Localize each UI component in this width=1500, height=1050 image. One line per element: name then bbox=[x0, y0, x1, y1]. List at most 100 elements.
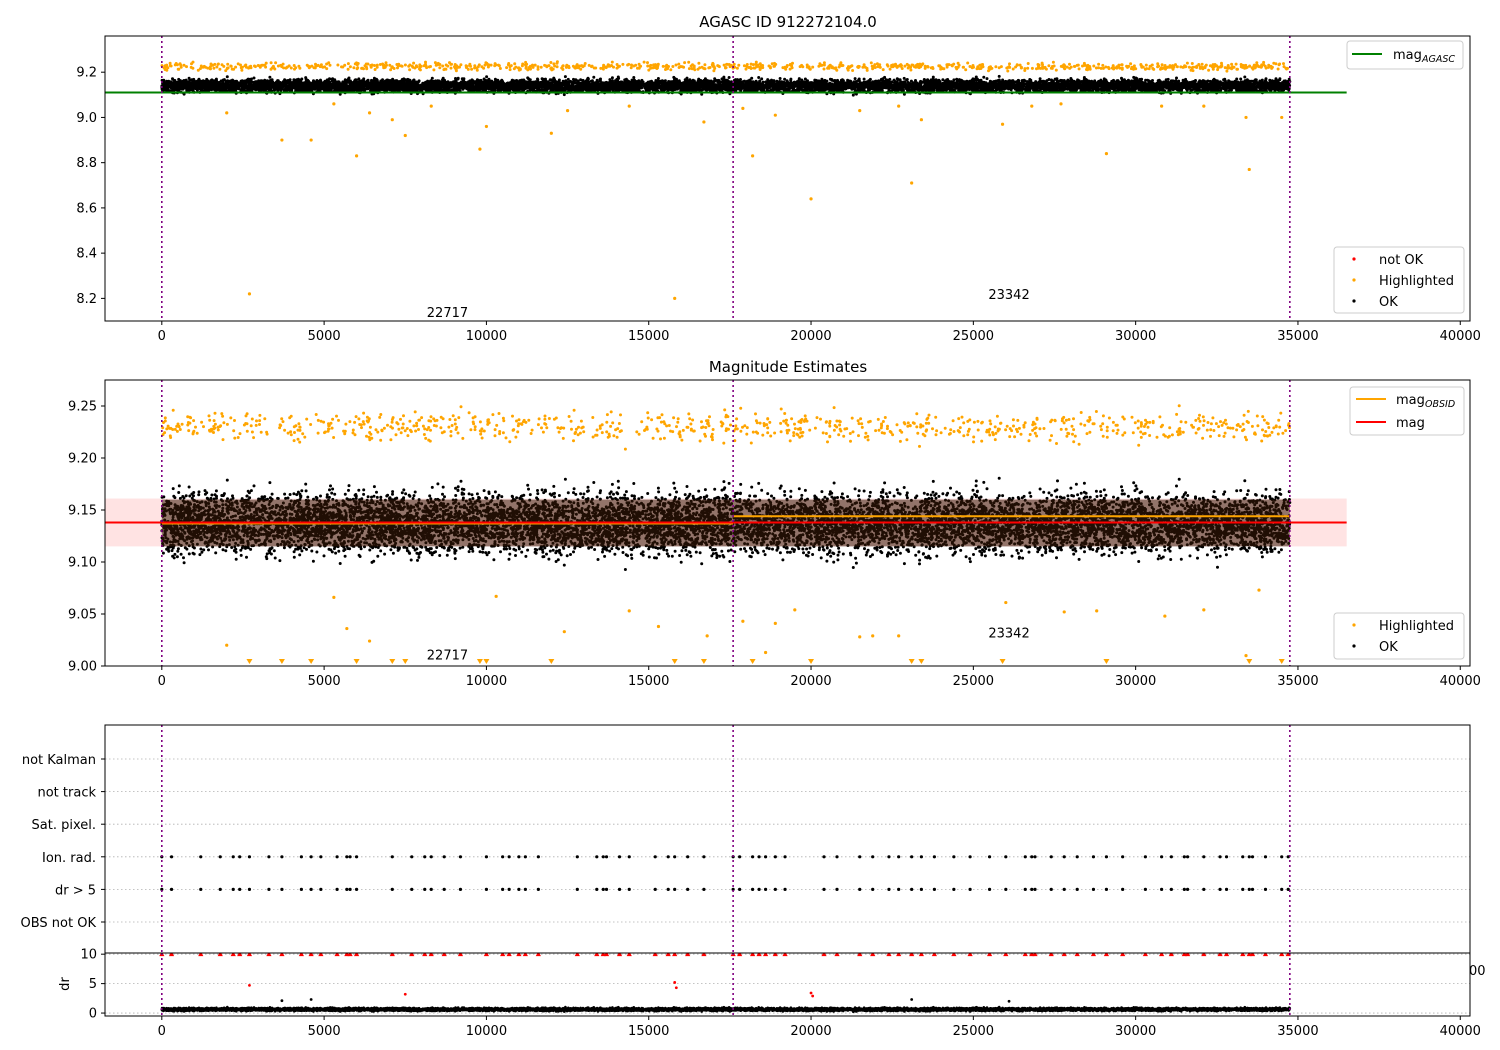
legend-label: Highlighted bbox=[1379, 619, 1454, 634]
category-label: OBS not OK bbox=[21, 916, 97, 931]
data-point bbox=[858, 109, 862, 113]
capped-marker bbox=[652, 953, 658, 957]
plot-area bbox=[105, 725, 1470, 953]
legend-marker bbox=[1352, 299, 1356, 303]
flag-point bbox=[858, 887, 862, 892]
data-point bbox=[367, 639, 372, 643]
y-tick-label: 9.10 bbox=[68, 556, 97, 571]
flag-point bbox=[1121, 887, 1125, 892]
flag-point bbox=[1182, 887, 1186, 892]
flag-point bbox=[280, 855, 284, 859]
flag-point bbox=[517, 887, 521, 892]
data-point bbox=[919, 118, 924, 122]
floor-marker bbox=[671, 659, 678, 664]
capped-marker bbox=[750, 953, 756, 957]
flag-point bbox=[1004, 887, 1008, 892]
category-label: not track bbox=[37, 786, 96, 801]
plot-frame bbox=[104, 952, 1471, 1017]
capped-marker bbox=[308, 953, 314, 957]
flag-point bbox=[1023, 887, 1027, 892]
flag-point bbox=[458, 855, 463, 859]
data-point bbox=[367, 111, 372, 115]
point-cloud-highlighted bbox=[161, 404, 1291, 451]
data-point bbox=[1030, 104, 1034, 108]
data-point bbox=[1059, 102, 1063, 106]
legend-subscript: OBSID bbox=[1425, 399, 1455, 410]
x-tick-label: 30000 bbox=[1115, 674, 1156, 689]
capped-marker bbox=[1217, 953, 1223, 957]
flag-point bbox=[1280, 887, 1284, 892]
flag-point bbox=[575, 855, 579, 859]
flag-point bbox=[1169, 887, 1173, 892]
y-tick-label: 9.05 bbox=[68, 608, 97, 623]
flag-point bbox=[666, 887, 670, 892]
flag-point bbox=[702, 887, 706, 892]
capped-marker bbox=[500, 953, 506, 957]
data-point bbox=[1163, 614, 1167, 618]
x-tick-label: 35000 bbox=[1277, 329, 1318, 344]
legend-label: Highlighted bbox=[1379, 274, 1454, 289]
y-tick-label: 8.6 bbox=[76, 201, 97, 216]
point-cloud-highlighted bbox=[160, 60, 1289, 73]
flag-point bbox=[952, 855, 956, 859]
flag-point bbox=[319, 855, 323, 859]
flag-point bbox=[1075, 855, 1079, 859]
capped-marker bbox=[1103, 953, 1110, 957]
y-tick-label: 8.4 bbox=[76, 247, 97, 262]
plot-area bbox=[105, 380, 1347, 666]
flag-point bbox=[309, 855, 313, 859]
capped-marker bbox=[737, 953, 743, 957]
capped-marker bbox=[1249, 953, 1256, 957]
flag-point bbox=[858, 855, 862, 859]
plot-area bbox=[105, 36, 1347, 321]
capped-marker bbox=[1090, 953, 1097, 957]
data-point bbox=[354, 154, 359, 158]
flag-point bbox=[968, 887, 972, 892]
y-tick-label: 9.2 bbox=[76, 66, 97, 81]
capped-marker bbox=[535, 953, 541, 957]
legend-frame bbox=[1346, 40, 1464, 70]
data-point bbox=[811, 994, 815, 998]
data-point bbox=[478, 147, 482, 151]
obsid-label: 23342 bbox=[988, 627, 1029, 642]
data-point bbox=[627, 609, 631, 613]
capped-marker bbox=[665, 953, 671, 957]
capped-marker bbox=[198, 953, 204, 957]
capped-marker bbox=[1240, 953, 1246, 957]
flag-point bbox=[1033, 855, 1037, 859]
flag-point bbox=[1250, 887, 1255, 892]
capped-marker bbox=[1032, 953, 1038, 957]
x-tick-label: 35000 bbox=[1277, 674, 1318, 689]
flag-point bbox=[1280, 855, 1284, 859]
data-point bbox=[403, 992, 407, 996]
capped-marker bbox=[951, 953, 957, 957]
point-cloud-ok bbox=[160, 74, 1292, 97]
flag-point bbox=[763, 855, 768, 859]
floor-marker bbox=[353, 659, 360, 664]
capped-marker bbox=[1022, 953, 1028, 957]
data-point bbox=[1202, 608, 1206, 612]
flag-point bbox=[523, 887, 527, 892]
flag-point bbox=[686, 855, 690, 859]
data-point bbox=[345, 626, 349, 631]
flag-point bbox=[199, 855, 203, 859]
flag-point bbox=[218, 855, 222, 859]
data-point bbox=[656, 624, 661, 629]
flag-point bbox=[354, 887, 359, 892]
legend-marker bbox=[1352, 278, 1356, 282]
y-tick-label: 9.20 bbox=[68, 452, 97, 467]
legend-status: not OK Highlighted OK bbox=[1333, 246, 1465, 314]
data-point bbox=[1244, 115, 1248, 120]
x-tick-label: 30000 bbox=[1115, 1024, 1156, 1039]
stray-tick-label: 00 bbox=[1469, 964, 1486, 979]
flag-point bbox=[751, 855, 755, 859]
capped-marker bbox=[1003, 953, 1009, 957]
data-point bbox=[741, 619, 745, 623]
flag-point bbox=[199, 887, 203, 892]
y-tick-label: 9.0 bbox=[76, 111, 97, 126]
flag-point bbox=[673, 855, 677, 859]
data-point bbox=[562, 630, 566, 634]
flag-point bbox=[280, 887, 284, 892]
flag-point bbox=[442, 887, 446, 892]
